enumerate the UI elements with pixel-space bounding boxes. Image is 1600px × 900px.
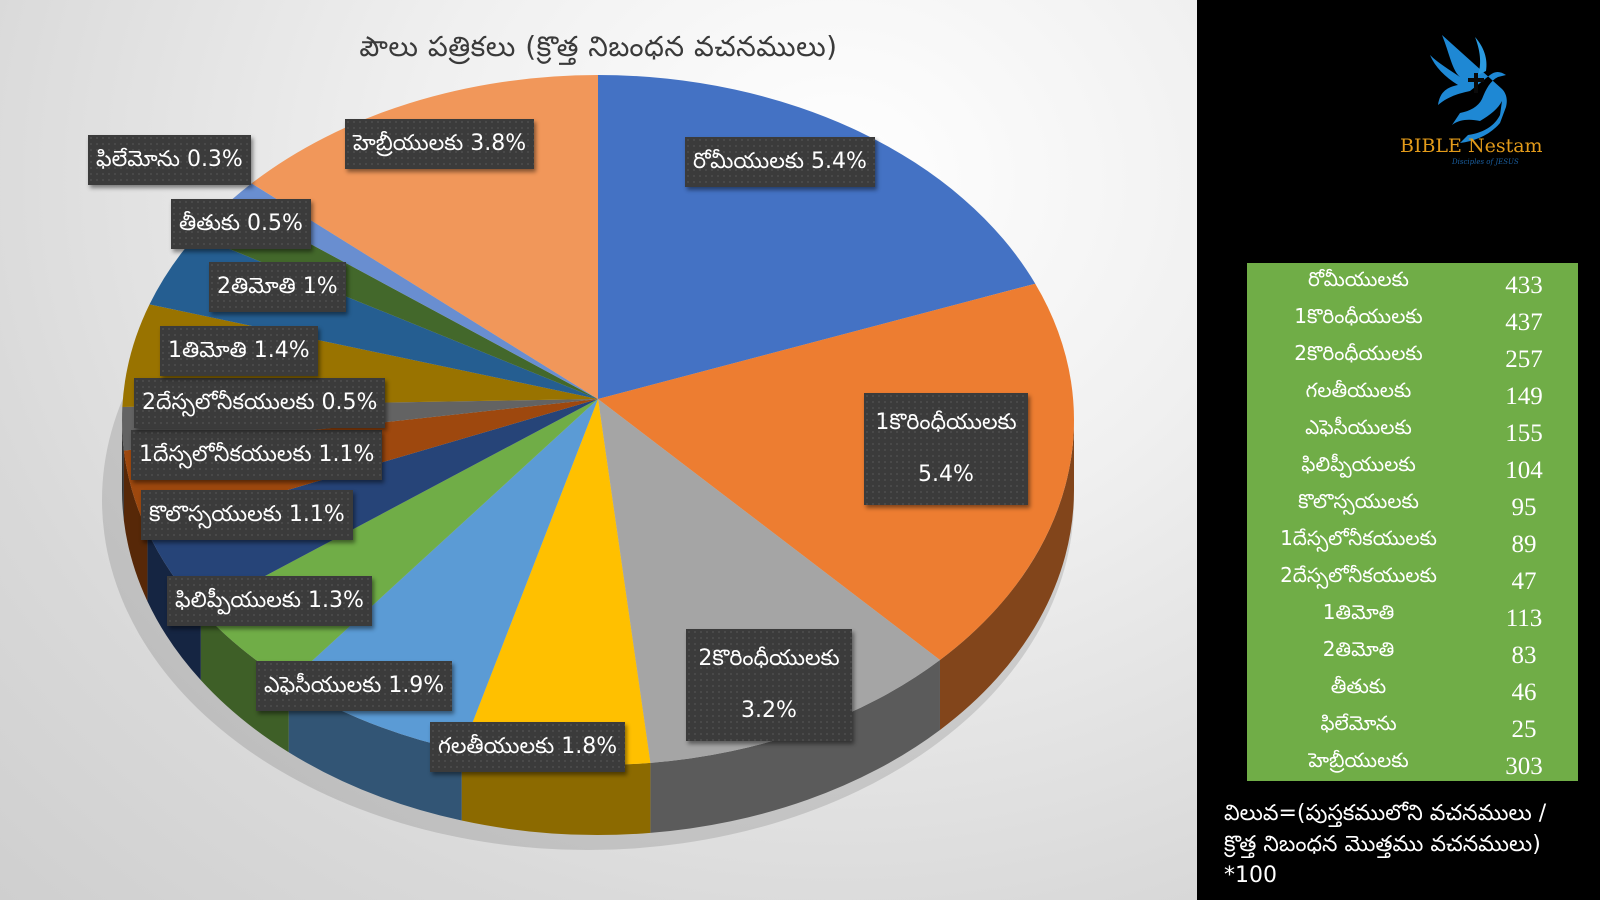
logo-title: BIBLE Nestam <box>1400 135 1543 157</box>
data-label-galatians: గలతీయులకు 1.8% <box>430 722 626 772</box>
table-row: ఎఫెసీయులకు 155 <box>1247 411 1578 448</box>
data-label-name: 2కొరింధీయులకు <box>698 646 840 671</box>
book-name: హెబ్రీయులకు <box>1308 748 1409 772</box>
verse-count: 433 <box>1505 271 1543 299</box>
table-row: 2కొరింధీయులకు 257 <box>1247 337 1578 374</box>
verse-count: 89 <box>1511 530 1537 558</box>
book-name: 2కొరింధీయులకు <box>1294 341 1423 365</box>
table-row: రోమీయులకు 433 <box>1247 263 1578 300</box>
verse-count: 25 <box>1511 715 1537 743</box>
data-label-ephesians: ఎఫెసీయులకు 1.9% <box>256 661 453 711</box>
book-name: 1దేస్సలోనీకయులకు <box>1280 526 1437 550</box>
data-label-philemon: ఫిలేమోను 0.3% <box>88 135 251 185</box>
data-label-2-timothy: 2తిమోతి 1% <box>209 262 346 312</box>
verse-count: 95 <box>1511 493 1537 521</box>
data-label-2-corinthians: 2కొరింధీయులకు 3.2% <box>686 629 852 741</box>
verse-count: 47 <box>1511 567 1537 595</box>
data-label-colossians: కొలొస్సయులకు 1.1% <box>141 490 353 540</box>
book-name: గలతీయులకు <box>1305 378 1412 402</box>
verse-count: 149 <box>1505 382 1543 410</box>
book-name: రోమీయులకు <box>1308 267 1409 291</box>
chart-title: పౌలు పత్రికలు (క్రొత్త నిబంధన వచనములు) <box>359 30 838 63</box>
data-label-1-corinthians: 1కొరింధీయులకు 5.4% <box>864 393 1028 505</box>
table-row: హెబ్రీయులకు 303 <box>1247 744 1578 781</box>
dove-cross-hand-logo-icon <box>1430 35 1507 143</box>
book-name: ఫిలిప్పీయులకు <box>1301 452 1416 476</box>
table-row: ఫిలేమోను 25 <box>1247 707 1578 744</box>
table-row: 1తిమోతి 113 <box>1247 596 1578 633</box>
data-label-philippians: ఫిలిప్పీయులకు 1.3% <box>167 576 372 626</box>
book-name: 2తిమోతి <box>1322 637 1395 661</box>
verse-count: 437 <box>1505 308 1543 336</box>
formula-note: విలువ=(పుస్తకములోని వచనములు / క్రొత్త ని… <box>1224 798 1594 891</box>
pie-slice <box>147 399 598 611</box>
table-row: 1కొరింధీయులకు 437 <box>1247 300 1578 337</box>
book-name: 1తిమోతి <box>1322 600 1395 624</box>
data-label-titus: తీతుకు 0.5% <box>171 199 311 249</box>
verse-count-table: రోమీయులకు 433 1కొరింధీయులకు 437 2కొరింధీయు… <box>1247 263 1578 781</box>
verse-count: 303 <box>1505 752 1543 780</box>
data-label-value: 5.4% <box>918 462 974 487</box>
table-row: ఫిలిప్పీయులకు 104 <box>1247 448 1578 485</box>
book-name: ఎఫెసీయులకు <box>1305 415 1412 439</box>
verse-count: 113 <box>1505 604 1543 632</box>
data-label-hebrews: హెబ్రీయులకు 3.8% <box>345 119 535 169</box>
book-name: 2దేస్సలోనీకయులకు <box>1280 563 1437 587</box>
chart-area: పౌలు పత్రికలు (క్రొత్త నిబంధన వచనములు) ర… <box>0 0 1197 900</box>
pie-slice <box>598 283 1074 660</box>
data-label-1-thessalonians: 1దేస్సలోనీకయులకు 1.1% <box>131 430 383 480</box>
data-label-value: 3.2% <box>741 698 797 723</box>
table-row: గలతీయులకు 149 <box>1247 374 1578 411</box>
book-name: కొలొస్సయులకు <box>1298 489 1419 513</box>
verse-count: 104 <box>1505 456 1543 484</box>
data-label-1-timothy: 1తిమోతి 1.4% <box>160 326 318 376</box>
pie-slice <box>195 200 598 399</box>
book-name: ఫిలేమోను <box>1320 711 1397 735</box>
table-row: 1దేస్సలోనీకయులకు 89 <box>1247 522 1578 559</box>
verse-count: 155 <box>1505 419 1543 447</box>
data-label-romans: రోమీయులకు 5.4% <box>685 137 875 187</box>
table-row: 2దేస్సలోనీకయులకు 47 <box>1247 559 1578 596</box>
table-row: తీతుకు 46 <box>1247 670 1578 707</box>
verse-count: 46 <box>1511 678 1537 706</box>
formula-line: క్రొత్త నిబంధన మొత్తము వచనములు) <box>1224 832 1541 857</box>
pie-slice <box>230 183 598 399</box>
formula-line: విలువ=(పుస్తకములోని వచనములు / <box>1224 801 1547 826</box>
data-label-2-thessalonians: 2దేస్సలోనీకయులకు 0.5% <box>134 378 386 428</box>
book-name: 1కొరింధీయులకు <box>1294 304 1423 328</box>
formula-line: *100 <box>1224 863 1277 888</box>
verse-count: 83 <box>1511 641 1537 669</box>
pie-slice <box>461 399 651 765</box>
book-name: తీతుకు <box>1330 674 1387 698</box>
verse-count: 257 <box>1505 345 1543 373</box>
pie-slice <box>598 399 940 763</box>
table-row: కొలొస్సయులకు 95 <box>1247 485 1578 522</box>
data-label-name: 1కొరింధీయులకు <box>875 410 1017 435</box>
logo-tagline: Disciples of JESUS <box>1452 158 1519 166</box>
table-row: 2తిమోతి 83 <box>1247 633 1578 670</box>
